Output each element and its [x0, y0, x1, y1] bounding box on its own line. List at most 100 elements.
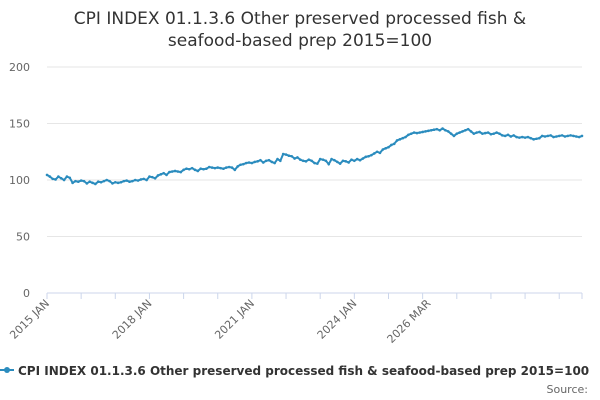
data-point: [273, 161, 276, 165]
data-point: [281, 152, 285, 156]
chart-title-line-2: seafood-based prep 2015=100: [167, 31, 433, 51]
data-point: [96, 180, 100, 183]
data-point: [210, 166, 214, 169]
data-point: [449, 132, 453, 135]
data-point: [287, 154, 291, 158]
data-point: [159, 173, 163, 176]
data-point: [563, 135, 567, 138]
data-point: [464, 128, 467, 132]
data-point: [509, 135, 513, 138]
data-point: [475, 131, 479, 134]
data-point: [133, 178, 137, 182]
data-point: [398, 138, 402, 141]
data-point: [486, 131, 490, 134]
data-point: [429, 128, 433, 132]
data-point: [162, 171, 165, 175]
data-point: [205, 167, 208, 170]
data-point: [290, 154, 294, 158]
x-tick-label-4: 2026 MAR: [385, 297, 434, 346]
data-point: [577, 135, 581, 139]
data-point: [469, 130, 473, 133]
data-point: [424, 130, 427, 133]
data-point: [350, 158, 353, 161]
plot-area: [45, 127, 584, 186]
data-point: [236, 165, 239, 168]
data-point: [256, 160, 259, 163]
data-point: [518, 136, 521, 139]
data-point: [74, 179, 77, 183]
data-point: [239, 163, 242, 167]
data-point: [179, 170, 183, 174]
source-label: Source:: [547, 383, 589, 396]
data-point: [51, 177, 54, 181]
legend-label: CPI INDEX 01.1.3.6 Other preserved proce…: [18, 364, 589, 378]
data-point: [421, 130, 424, 134]
data-point: [378, 151, 382, 155]
data-point: [170, 170, 174, 173]
data-point: [566, 134, 570, 138]
data-point: [276, 157, 279, 161]
data-point: [401, 136, 405, 140]
y-axis: 0 50 100 150 200: [9, 61, 30, 300]
data-point: [207, 165, 211, 169]
y-tick-label-0: 0: [23, 287, 30, 300]
data-point: [244, 161, 248, 165]
data-point: [441, 127, 444, 130]
data-point: [57, 175, 60, 178]
data-point: [298, 158, 302, 161]
y-tick-label-100: 100: [9, 174, 30, 187]
data-point: [361, 157, 365, 160]
data-point: [478, 130, 481, 134]
data-point: [472, 132, 476, 135]
data-point: [535, 137, 538, 141]
data-point: [62, 178, 66, 182]
data-point: [128, 180, 131, 183]
x-tick-label-3: 2024 JAN: [315, 297, 360, 342]
data-point: [412, 131, 416, 134]
data-point: [560, 134, 564, 137]
data-point: [193, 168, 197, 172]
data-point: [324, 159, 328, 163]
data-point: [59, 177, 63, 180]
data-point: [68, 176, 72, 180]
data-point: [304, 160, 308, 163]
data-point: [85, 182, 89, 185]
data-point: [187, 167, 191, 171]
data-point: [501, 134, 504, 137]
data-point: [313, 161, 316, 165]
data-point: [284, 153, 288, 156]
data-point: [114, 180, 117, 184]
data-point: [418, 131, 422, 134]
data-point: [125, 179, 128, 182]
data-point: [395, 139, 399, 142]
data-point: [435, 127, 439, 131]
data-point: [515, 135, 518, 139]
data-point: [455, 132, 459, 135]
chart-title-line-1: CPI INDEX 01.1.3.6 Other preserved proce…: [73, 9, 527, 29]
data-point: [512, 134, 515, 137]
data-point: [105, 178, 109, 182]
data-point: [335, 160, 339, 164]
data-point: [88, 180, 91, 183]
data-point: [190, 166, 194, 170]
data-point: [540, 134, 544, 138]
y-tick-label-50: 50: [16, 231, 30, 244]
x-tick-label-0: 2015 JAN: [7, 297, 52, 342]
data-point: [310, 159, 313, 163]
chart-title: CPI INDEX 01.1.3.6 Other preserved proce…: [0, 8, 600, 52]
data-point: [316, 162, 319, 165]
legend[interactable]: CPI INDEX 01.1.3.6 Other preserved proce…: [0, 364, 589, 378]
data-point: [301, 159, 305, 163]
data-point: [506, 133, 510, 137]
data-point: [148, 175, 151, 178]
data-point: [250, 161, 254, 165]
data-point: [404, 135, 407, 139]
data-point: [546, 134, 550, 138]
data-point: [279, 159, 282, 163]
data-point: [330, 157, 333, 161]
data-point: [538, 136, 541, 140]
x-axis: 2015 JAN 2018 JAN 2021 JAN 2024 JAN 2026 MAR: [7, 292, 583, 346]
data-point: [347, 161, 350, 164]
data-point: [242, 162, 245, 166]
data-point: [45, 173, 49, 177]
